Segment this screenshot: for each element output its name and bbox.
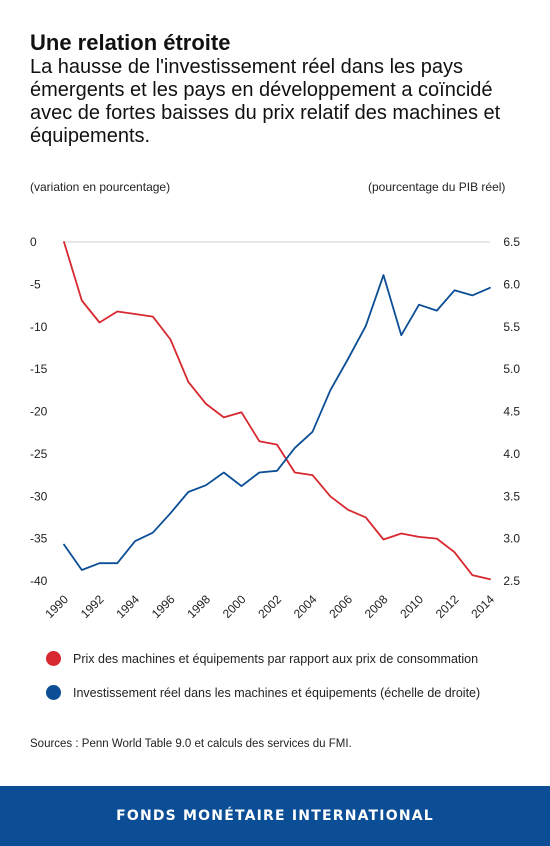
- right-axis-label: (pourcentage du PIB réel): [368, 180, 506, 194]
- legend-label-investment: Investissement réel dans les machines et…: [73, 685, 481, 700]
- right-tick-label: 3.5: [503, 489, 520, 503]
- x-tick-label: 2000: [220, 592, 249, 621]
- x-tick-label: 1996: [149, 592, 178, 621]
- x-tick-labels: 1990 1992 1994 1996 1998 2000 2002 2004 2006 2008…: [42, 592, 497, 621]
- left-axis-label: (variation en pourcentage): [30, 180, 171, 194]
- right-tick-label: 6.0: [503, 277, 520, 291]
- x-tick-label: 1990: [42, 592, 71, 621]
- series-lines: [63, 241, 491, 581]
- right-tick-label: 3.0: [503, 532, 520, 546]
- left-tick-label: -20: [30, 405, 48, 419]
- series-line-investment: [63, 274, 491, 571]
- left-tick-label: -15: [30, 362, 48, 376]
- legend-label-price: Prix des machines et équipements par rap…: [73, 651, 479, 666]
- x-tick-label: 1992: [78, 592, 107, 621]
- footer-org-name: FONDS MONÉTAIRE INTERNATIONAL: [116, 808, 434, 824]
- legend-marker-red: [46, 651, 61, 666]
- x-tick-label: 2008: [362, 592, 391, 621]
- right-tick-labels: 6.5 6.0 5.5 5.0 4.5 4.0 3.5 3.0 2.5: [503, 235, 520, 588]
- x-tick-label: 2006: [326, 592, 355, 621]
- left-tick-label: -35: [30, 532, 48, 546]
- x-tick-label: 2002: [255, 592, 284, 621]
- x-tick-label: 1994: [113, 592, 142, 621]
- series-line-price: [63, 241, 491, 581]
- legend-item-investment: Investissement réel dans les machines et…: [46, 685, 480, 700]
- chart-subtitle: La hausse de l'investissement réel dans …: [30, 56, 501, 147]
- x-tick-label: 1998: [184, 592, 213, 621]
- right-tick-label: 4.0: [503, 447, 520, 461]
- footer-bar: FONDS MONÉTAIRE INTERNATIONAL: [0, 786, 550, 846]
- right-tick-label: 4.5: [503, 405, 520, 419]
- x-tick-label: 2012: [433, 592, 462, 621]
- x-tick-label: 2010: [397, 592, 426, 621]
- right-tick-label: 5.5: [503, 320, 520, 334]
- left-tick-label: -5: [30, 277, 41, 291]
- x-tick-label: 2004: [291, 592, 320, 621]
- left-tick-label: -25: [30, 447, 48, 461]
- line-chart: 0 -5 -10 -15 -20 -25 -30 -35 -40 6.5 6.0 5.5 5.0 4.5…: [30, 235, 520, 621]
- left-tick-label: -10: [30, 320, 48, 334]
- left-tick-labels: 0 -5 -10 -15 -20 -25 -30 -35 -40: [30, 235, 48, 588]
- left-tick-label: -40: [30, 574, 48, 588]
- x-tick-label: 2014: [468, 592, 497, 621]
- right-tick-label: 2.5: [503, 574, 520, 588]
- chart-title: Une relation étroite: [30, 30, 231, 55]
- right-tick-label: 5.0: [503, 362, 520, 376]
- legend-marker-blue: [46, 685, 61, 700]
- right-tick-label: 6.5: [503, 235, 520, 249]
- left-tick-label: -30: [30, 489, 48, 503]
- left-tick-label: 0: [30, 235, 37, 249]
- source-note: Sources : Penn World Table 9.0 et calcul…: [30, 738, 352, 750]
- legend-item-price: Prix des machines et équipements par rap…: [46, 651, 478, 666]
